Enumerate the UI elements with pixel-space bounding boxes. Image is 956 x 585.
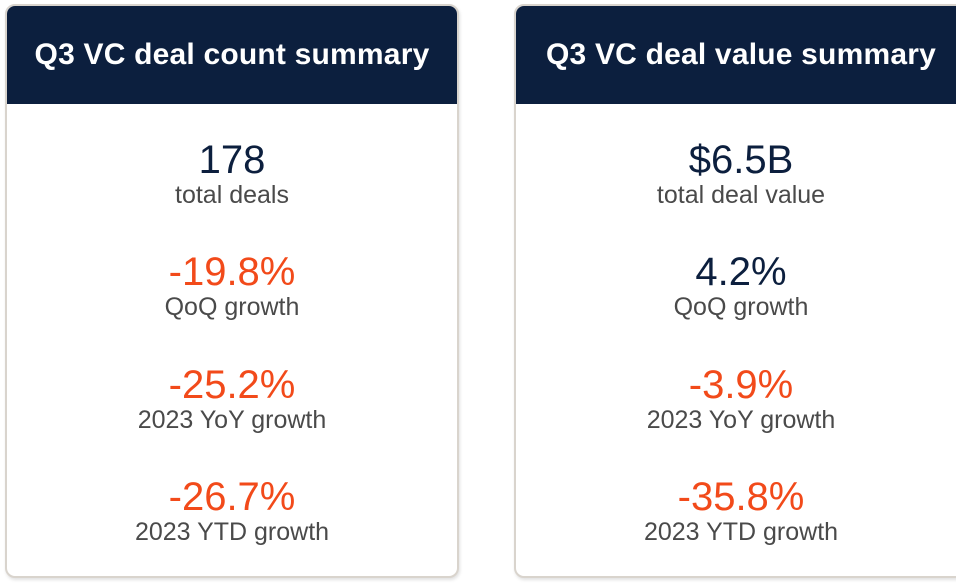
deal-value-metrics: $6.5B total deal value 4.2% QoQ growth -…	[516, 104, 956, 574]
total-deal-value-metric: $6.5B total deal value	[516, 138, 956, 210]
total-deals-label: total deals	[175, 181, 289, 209]
deal-value-yoy-value: -3.9%	[688, 363, 794, 407]
deal-count-ytd-value: -26.7%	[168, 475, 296, 519]
deal-value-ytd-value: -35.8%	[677, 475, 805, 519]
total-deal-value-value: $6.5B	[688, 138, 794, 182]
deal-value-ytd-metric: -35.8% 2023 YTD growth	[516, 475, 956, 547]
deal-value-qoq-metric: 4.2% QoQ growth	[516, 250, 956, 322]
deal-value-qoq-label: QoQ growth	[673, 293, 809, 321]
deal-count-metrics: 178 total deals -19.8% QoQ growth -25.2%…	[7, 104, 457, 574]
deal-count-yoy-value: -25.2%	[168, 363, 296, 407]
deal-count-qoq-metric: -19.8% QoQ growth	[7, 250, 457, 322]
deal-value-yoy-metric: -3.9% 2023 YoY growth	[516, 363, 956, 435]
deal-count-qoq-label: QoQ growth	[164, 293, 300, 321]
total-deals-metric: 178 total deals	[7, 138, 457, 210]
deal-count-yoy-label: 2023 YoY growth	[137, 406, 327, 434]
deal-count-card-title: Q3 VC deal count summary	[7, 6, 457, 104]
deal-value-ytd-label: 2023 YTD growth	[643, 518, 839, 546]
deal-value-qoq-value: 4.2%	[695, 250, 787, 294]
deal-count-ytd-label: 2023 YTD growth	[134, 518, 330, 546]
deal-count-yoy-metric: -25.2% 2023 YoY growth	[7, 363, 457, 435]
deal-count-ytd-metric: -26.7% 2023 YTD growth	[7, 475, 457, 547]
total-deal-value-label: total deal value	[656, 181, 826, 209]
total-deals-value: 178	[198, 138, 266, 182]
deal-count-summary-card: Q3 VC deal count summary 178 total deals…	[5, 4, 459, 578]
deal-value-card-title: Q3 VC deal value summary	[516, 6, 956, 104]
deal-value-yoy-label: 2023 YoY growth	[646, 406, 836, 434]
deal-count-qoq-value: -19.8%	[168, 250, 296, 294]
deal-value-summary-card: Q3 VC deal value summary $6.5B total dea…	[514, 4, 956, 578]
